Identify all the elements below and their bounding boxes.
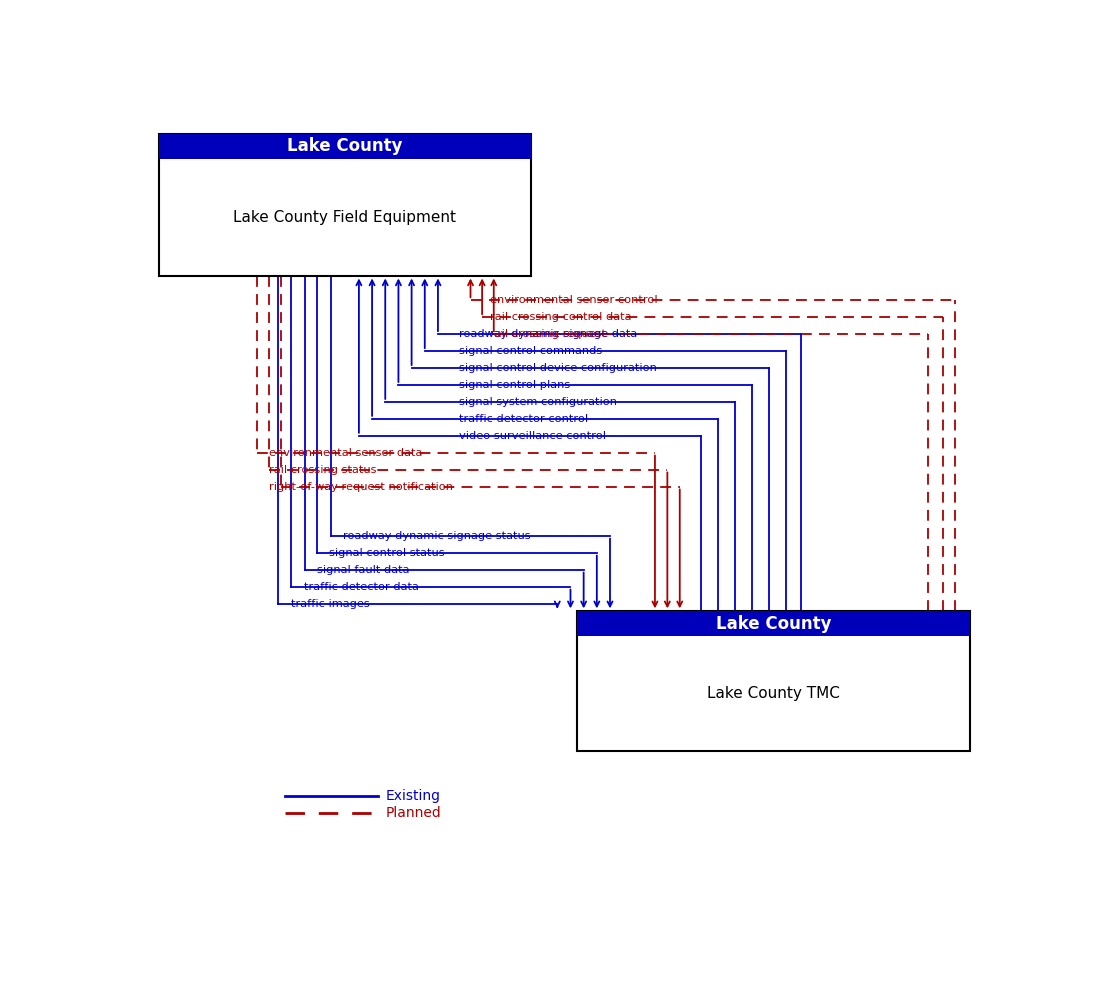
- Text: signal control device configuration: signal control device configuration: [459, 363, 657, 373]
- Text: roadway dynamic signage status: roadway dynamic signage status: [343, 531, 530, 541]
- Bar: [159, 134, 531, 276]
- Text: traffic images: traffic images: [291, 599, 369, 609]
- Bar: [159, 134, 531, 158]
- Text: rail crossing request: rail crossing request: [490, 329, 606, 339]
- Text: signal fault data: signal fault data: [317, 565, 410, 575]
- Text: signal control plans: signal control plans: [459, 380, 570, 390]
- Text: Existing: Existing: [385, 789, 440, 803]
- Text: Lake County TMC: Lake County TMC: [707, 686, 840, 701]
- Text: right-of-way request notification: right-of-way request notification: [269, 482, 453, 492]
- Text: traffic detector data: traffic detector data: [304, 582, 418, 592]
- Text: signal control status: signal control status: [329, 548, 445, 558]
- Bar: [578, 611, 971, 636]
- Text: signal system configuration: signal system configuration: [459, 397, 617, 407]
- Text: signal control commands: signal control commands: [459, 346, 602, 356]
- Text: Lake County Field Equipment: Lake County Field Equipment: [234, 210, 457, 225]
- Text: video surveillance control: video surveillance control: [459, 431, 606, 441]
- Text: traffic detector control: traffic detector control: [459, 414, 589, 424]
- Text: rail crossing control data: rail crossing control data: [490, 312, 631, 322]
- Text: Planned: Planned: [385, 806, 441, 820]
- Text: rail crossing status: rail crossing status: [269, 465, 377, 475]
- Text: roadway dynamic signage data: roadway dynamic signage data: [459, 329, 637, 339]
- Text: Lake County: Lake County: [716, 615, 831, 633]
- Text: Lake County: Lake County: [288, 137, 403, 155]
- Text: environmental sensor control: environmental sensor control: [490, 295, 658, 305]
- Bar: [578, 611, 971, 751]
- Text: environmental sensor data: environmental sensor data: [269, 448, 423, 458]
